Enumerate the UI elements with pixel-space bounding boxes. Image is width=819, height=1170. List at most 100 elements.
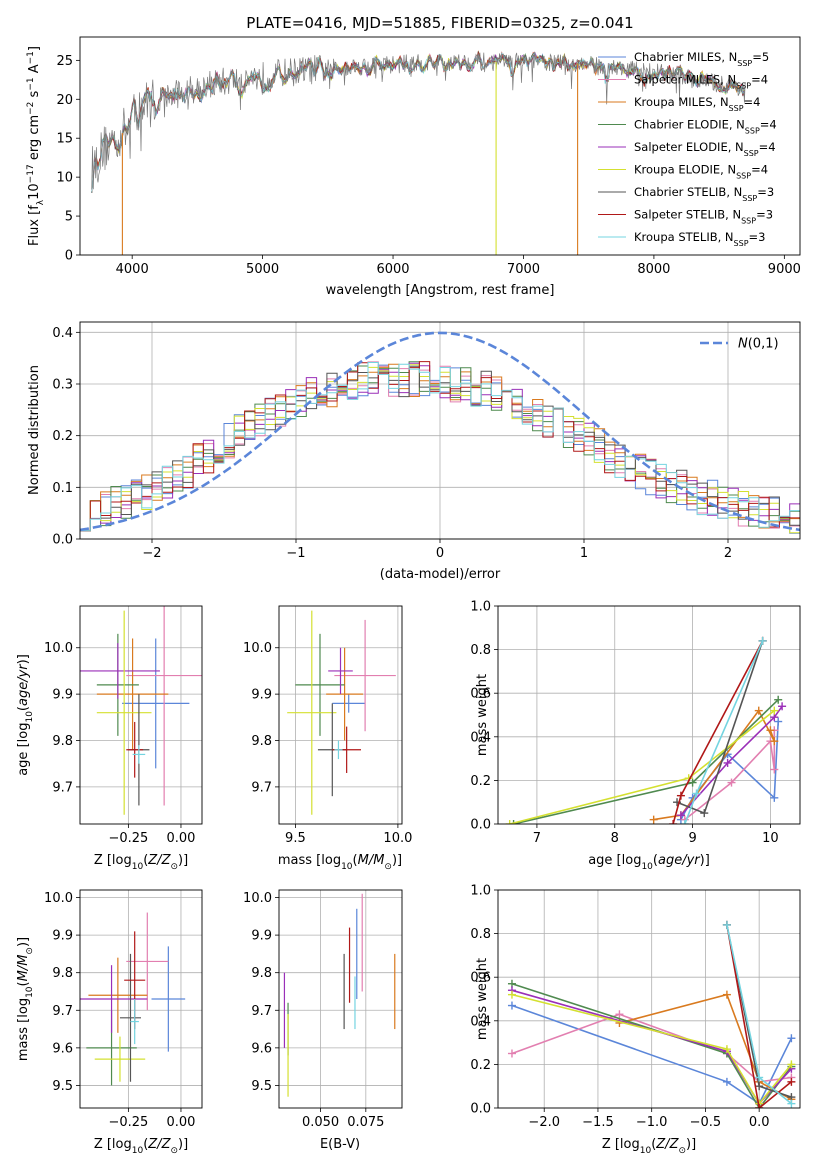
y-axis-label-part: (	[16, 981, 31, 986]
legend-label-tail: (0,1)	[748, 337, 779, 352]
x-tick-label: 1	[580, 546, 588, 561]
x-axis-label-part: ⊙	[170, 1146, 178, 1156]
y-axis-label-part: 10	[25, 986, 35, 998]
x-axis-label: (data-model)/error	[380, 567, 501, 582]
legend-label-tail: =4	[751, 163, 768, 177]
errorbars	[283, 893, 396, 1097]
x-axis-label-part: )]	[686, 1137, 696, 1152]
legend-label-main: Salpeter ELODIE, N	[634, 140, 744, 154]
spectrum-lines	[91, 50, 746, 255]
x-tick-label: 0.00	[166, 1115, 195, 1130]
axes-frame	[278, 889, 403, 1109]
x-tick-label: 2	[724, 546, 732, 561]
x-axis-label: E(B-V)	[320, 1137, 360, 1152]
x-tick-label: −0.25	[108, 831, 148, 846]
y-tick-label: 9.7	[251, 780, 272, 795]
y-tick-label: 0.8	[470, 643, 491, 658]
y-tick-label: 1.0	[470, 600, 491, 615]
x-axis-label-part: )]	[178, 1137, 188, 1152]
y-tick-label: 9.8	[52, 966, 73, 981]
legend-label-tail: =4	[744, 95, 761, 109]
legend-label-tail: =4	[759, 140, 776, 154]
legend-label-tail: =3	[757, 185, 774, 199]
weight-line	[511, 1004, 793, 1105]
y-axis-label-part: ⊙	[25, 947, 35, 955]
legend-label: Salpeter ELODIE, NSSP=4	[634, 140, 776, 158]
y-axis-label-part: λ	[36, 199, 46, 205]
legend-label: N(0,1)	[738, 337, 779, 352]
x-axis-label-part: ⊙	[170, 862, 178, 872]
x-axis-label-part: 10	[640, 1146, 652, 1156]
x-axis-label-part: (	[651, 1137, 656, 1152]
x-axis-label-part: (	[353, 853, 358, 868]
y-tick-label: 0.2	[52, 429, 73, 444]
x-axis-label-part: 10	[341, 862, 353, 872]
legend-label: Kroupa ELODIE, NSSP=4	[634, 163, 768, 181]
y-axis-label-part: s	[27, 90, 42, 101]
legend-label-sub: SSP	[729, 104, 744, 113]
y-tick-label: 9.6	[251, 1041, 272, 1056]
y-axis-label-part: −2	[26, 102, 36, 115]
y-tick-label: 9.8	[251, 966, 272, 981]
x-tick-label: 6000	[376, 262, 409, 277]
axes-frame	[79, 321, 801, 540]
y-tick-label: 10.0	[243, 641, 272, 656]
panel-residuals: −2 −1 0 1 2 0.0 0.1 0.2 0.3 0.4 N(0,1) (data-model)…	[27, 321, 801, 582]
x-axis-label: Z [log10(Z/Z⊙)]	[94, 853, 188, 872]
axes-frame	[79, 605, 203, 825]
y-tick-label: 9.7	[251, 1004, 272, 1019]
y-tick-label: 0.0	[470, 818, 491, 833]
legend-label: Salpeter STELIB, NSSP=3	[634, 208, 773, 226]
weight-line	[509, 709, 775, 824]
y-tick-label: 0.1	[52, 481, 73, 496]
legend-label-main: Kroupa MILES, N	[634, 95, 729, 109]
legend-label: Kroupa MILES, NSSP=4	[634, 95, 760, 113]
axes-frame	[79, 36, 801, 256]
x-axis-label-part: Z/Z	[147, 853, 171, 868]
y-tick-label: 10	[56, 171, 73, 186]
legend-label: Chabrier ELODIE, NSSP=4	[634, 118, 777, 136]
y-tick-label: 9.6	[52, 1041, 73, 1056]
y-tick-label: 10.0	[243, 891, 272, 906]
y-tick-label: 0.0	[470, 1102, 491, 1117]
x-tick-label: 5000	[246, 262, 279, 277]
y-axis-label-part: Flux [f	[27, 205, 42, 246]
legend-label-sub: SSP	[734, 239, 749, 248]
x-axis-label-part: Z [log	[94, 1137, 132, 1152]
panel-weight_vs_age: 7 8 9 10 0.0 0.2 0.4 0.6 0.8 1.0 mass weight age [l…	[470, 600, 801, 872]
legend-label-main: Kroupa ELODIE, N	[634, 163, 736, 177]
x-axis-label-part: mass [log	[278, 853, 341, 868]
x-tick-label: 8000	[637, 262, 670, 277]
y-tick-label: 0.0	[52, 533, 73, 548]
y-tick-label: 0.3	[52, 378, 73, 393]
legend-label-main: Salpeter MILES, N	[634, 73, 736, 87]
legend-label-sub: SSP	[736, 171, 751, 180]
legend-label-main: Salpeter STELIB, N	[634, 208, 741, 222]
y-tick-label: 9.7	[52, 780, 73, 795]
y-tick-label: 0	[65, 249, 73, 264]
x-tick-label: 10	[762, 831, 779, 846]
chart-title: PLATE=0416, MJD=51885, FIBERID=0325, z=0…	[246, 14, 633, 32]
x-axis-label-part: 10	[132, 1146, 144, 1156]
axes-frame	[278, 605, 403, 825]
y-axis-label: mass [log10(M/M⊙)]	[16, 937, 35, 1061]
x-axis-label-part: Z [log	[602, 1137, 640, 1152]
y-tick-label: 0.6	[470, 687, 491, 702]
y-axis-label-part: Normed distribution	[27, 365, 42, 495]
x-axis-label: Z [log10(Z/Z⊙)]	[94, 1137, 188, 1156]
weight-line	[511, 993, 793, 1105]
x-tick-label: −1.5	[582, 1115, 614, 1130]
panel-age_vs_Z: −0.25 0.009.79.89.910.0Z [log10(Z/Z⊙)]age…	[16, 605, 203, 872]
y-axis-label-part: ]	[27, 46, 42, 51]
y-axis-label: Normed distribution	[27, 365, 42, 495]
legend-label: Kroupa STELIB, NSSP=3	[634, 230, 765, 248]
histogram-step	[80, 362, 800, 532]
x-tick-label: −0.25	[108, 1115, 148, 1130]
x-tick-label: 10.0	[383, 831, 412, 846]
legend-label-sub: SSP	[737, 59, 752, 68]
y-tick-label: 5	[65, 210, 73, 225]
legend-label: Chabrier STELIB, NSSP=3	[634, 185, 774, 203]
x-axis-label-part: 10	[641, 862, 653, 872]
panel-age_vs_mass: 9.5 10.0 9.7 9.8 9.9 10.0 mass [log10(M/M⊙)]	[243, 605, 412, 872]
